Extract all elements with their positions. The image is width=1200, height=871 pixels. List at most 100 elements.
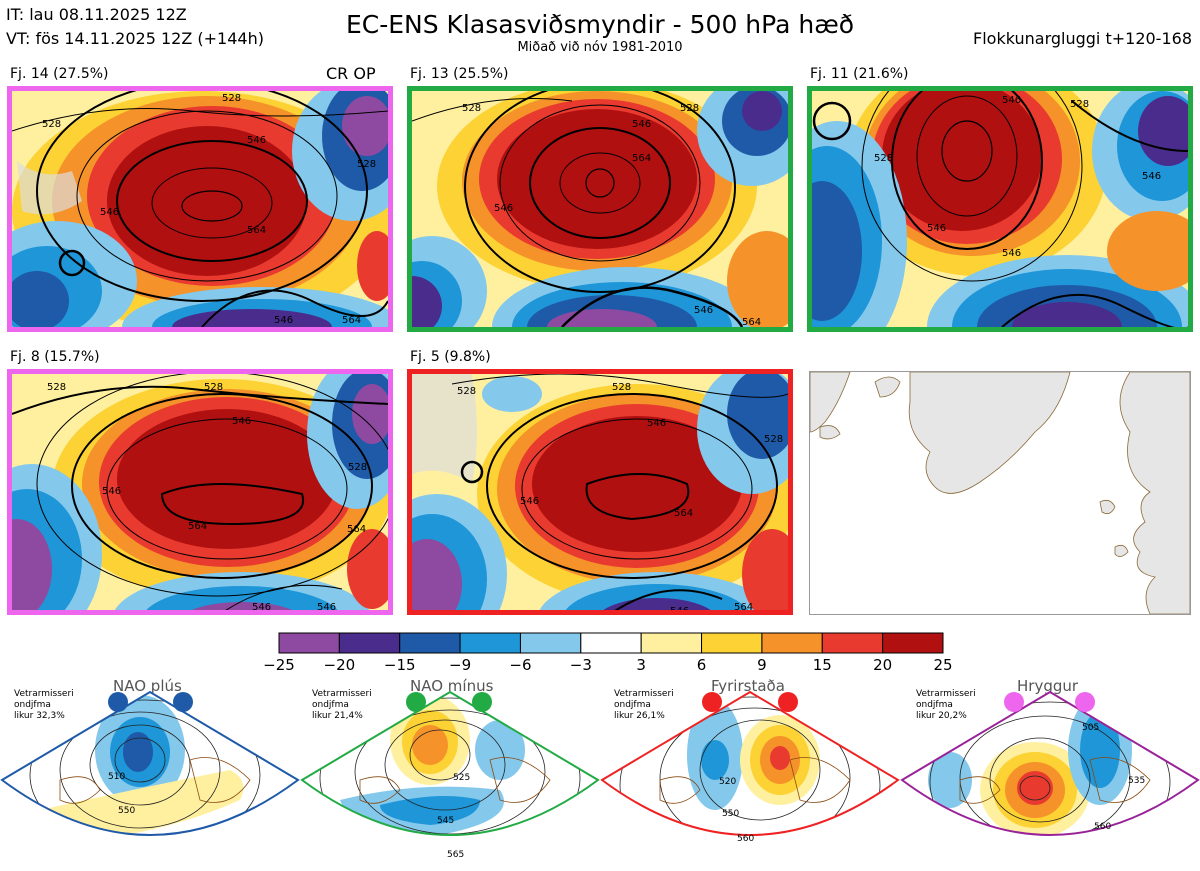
colorbar-segment bbox=[821, 632, 884, 654]
colorbar-tick-label: −3 bbox=[569, 656, 592, 674]
colorbar-segment bbox=[701, 632, 763, 654]
contour-label: 564 bbox=[247, 225, 266, 236]
contour-label: 528 bbox=[204, 382, 223, 393]
contour-label: 528 bbox=[42, 119, 61, 130]
regime-meta-4: Vetrarmisseri ondjfma likur 20,2% bbox=[916, 689, 976, 721]
panel-label-3: Fj. 11 (21.6%) bbox=[810, 66, 909, 82]
contour-label: 528 bbox=[680, 103, 699, 114]
colorbar-tick-label: 25 bbox=[933, 656, 953, 674]
colorbar-segment bbox=[338, 632, 401, 654]
contour-label: 546 bbox=[274, 315, 293, 326]
regime-contour-label: 560 bbox=[737, 834, 754, 844]
regime-contour-label: 535 bbox=[1128, 776, 1145, 786]
contour-label: 546 bbox=[247, 135, 266, 146]
colorbar-segment bbox=[640, 632, 703, 654]
colorbar-tick-label: 6 bbox=[696, 656, 707, 674]
contour-label: 546 bbox=[317, 602, 336, 613]
regime-map-nao-plus bbox=[2, 692, 298, 835]
colorbar-tick-label: 3 bbox=[636, 656, 646, 674]
regime-contour-label: 505 bbox=[1082, 723, 1099, 733]
colorbar-segment bbox=[882, 632, 944, 654]
regime-map-ridge bbox=[902, 692, 1198, 835]
contour-label: 546 bbox=[232, 416, 251, 427]
panel-label-1: Fj. 14 (27.5%) bbox=[10, 66, 109, 82]
colorbar bbox=[278, 632, 944, 654]
regime-meta-1: Vetrarmisseri ondjfma likur 32,3% bbox=[14, 689, 74, 721]
regime-title-3: Fyrirstaða bbox=[711, 677, 785, 695]
regime-map-nao-minus bbox=[302, 692, 598, 835]
colorbar-tick-label: −6 bbox=[509, 656, 532, 674]
colorbar-tick-label: 20 bbox=[873, 656, 893, 674]
cluster-map-1: 528 528 546 546 528 564 546 564 bbox=[7, 86, 393, 332]
colorbar-segment bbox=[580, 632, 642, 654]
contour-label: 546 bbox=[647, 418, 666, 429]
regime-contour-label: 520 bbox=[719, 777, 736, 787]
contour-label: 546 bbox=[520, 496, 539, 507]
contour-label: 546 bbox=[670, 606, 689, 615]
contour-label: 528 bbox=[764, 434, 783, 445]
contour-label: 528 bbox=[612, 382, 631, 393]
cluster-map-4: 528 528 546 546 564 528 564 546 546 bbox=[7, 369, 393, 615]
valid-time: VT: fös 14.11.2025 12Z (+144h) bbox=[6, 29, 264, 48]
regime-contour-label: 550 bbox=[722, 809, 739, 819]
colorbar-tick-label: −15 bbox=[383, 656, 416, 674]
panel-label-2: Fj. 13 (25.5%) bbox=[410, 66, 509, 82]
anomaly-heatmap-2: 528 546 528 546 564 546 564 bbox=[412, 91, 788, 327]
panel-tag-1: CR OP bbox=[326, 64, 376, 83]
contour-label: 564 bbox=[188, 521, 207, 532]
init-time: IT: lau 08.11.2025 12Z bbox=[6, 5, 187, 24]
contour-label: 546 bbox=[694, 305, 713, 316]
contour-label: 546 bbox=[252, 602, 271, 613]
contour-label: 528 bbox=[462, 103, 481, 114]
colorbar-tick-label: 15 bbox=[812, 656, 832, 674]
contour-label: 528 bbox=[222, 93, 241, 104]
contour-label: 528 bbox=[348, 462, 367, 473]
regime-title-4: Hryggur bbox=[1017, 677, 1079, 695]
contour-label: 528 bbox=[874, 153, 893, 164]
contour-label: 546 bbox=[1002, 95, 1021, 106]
regime-maps: 510 550 525 545 565 bbox=[0, 690, 1200, 860]
contour-label: 528 bbox=[457, 386, 476, 397]
chart-title: EC-ENS Klasasviðsmyndir - 500 hPa hæð bbox=[345, 10, 855, 39]
contour-label: 546 bbox=[1002, 248, 1021, 259]
colorbar-segment bbox=[519, 632, 582, 654]
contour-label: 564 bbox=[632, 153, 651, 164]
contour-label: 564 bbox=[342, 315, 361, 326]
contour-label: 546 bbox=[1142, 171, 1161, 182]
regime-contour-label: 525 bbox=[453, 773, 470, 783]
contour-label: 528 bbox=[1070, 99, 1089, 110]
anomaly-heatmap-4: 528 528 546 546 564 528 564 546 546 bbox=[12, 374, 388, 613]
chart-subtitle: Miðað við nóv 1981-2010 bbox=[517, 40, 683, 55]
cluster-map-3: 528 546 528 546 546 546 bbox=[807, 86, 1193, 332]
cluster-map-2: 528 546 528 546 564 546 564 bbox=[407, 86, 793, 332]
colorbar-segment bbox=[761, 632, 823, 654]
base-map bbox=[809, 371, 1191, 615]
colorbar-segment bbox=[399, 632, 461, 654]
colorbar-segment bbox=[278, 632, 340, 654]
regime-contour-label: 545 bbox=[437, 816, 454, 826]
contour-label: 564 bbox=[347, 524, 366, 535]
colorbar-tick-label: −9 bbox=[449, 656, 472, 674]
contour-label: 546 bbox=[102, 486, 121, 497]
panel-label-4: Fj. 8 (15.7%) bbox=[10, 349, 100, 365]
anomaly-heatmap-3: 528 546 528 546 546 546 bbox=[812, 91, 1188, 327]
contour-label: 528 bbox=[357, 159, 376, 170]
anomaly-heatmap-1: 528 528 546 546 528 564 546 564 bbox=[12, 91, 388, 327]
anomaly-heatmap-5: 528 528 546 528 546 564 564 546 bbox=[412, 374, 788, 615]
regime-title-1: NAO plús bbox=[113, 677, 182, 695]
regime-contour-label: 550 bbox=[118, 806, 135, 816]
panel-label-5: Fj. 5 (9.8%) bbox=[410, 349, 491, 365]
regime-contour-label: 510 bbox=[108, 772, 125, 782]
regime-contour-label: 565 bbox=[447, 850, 464, 860]
regime-contour-label: 560 bbox=[1094, 822, 1111, 832]
colorbar-tick-label: −25 bbox=[263, 656, 295, 674]
contour-label: 564 bbox=[742, 317, 761, 327]
contour-label: 564 bbox=[734, 602, 753, 613]
classification-window: Flokkunargluggi t+120-168 bbox=[973, 29, 1192, 48]
regime-title-2: NAO mínus bbox=[410, 677, 494, 695]
cluster-map-5: 528 528 546 528 546 564 564 546 bbox=[407, 369, 793, 615]
contour-label: 528 bbox=[47, 382, 66, 393]
contour-label: 564 bbox=[674, 508, 693, 519]
contour-label: 546 bbox=[494, 203, 513, 214]
regime-meta-2: Vetrarmisseri ondjfma likur 21,4% bbox=[312, 689, 372, 721]
